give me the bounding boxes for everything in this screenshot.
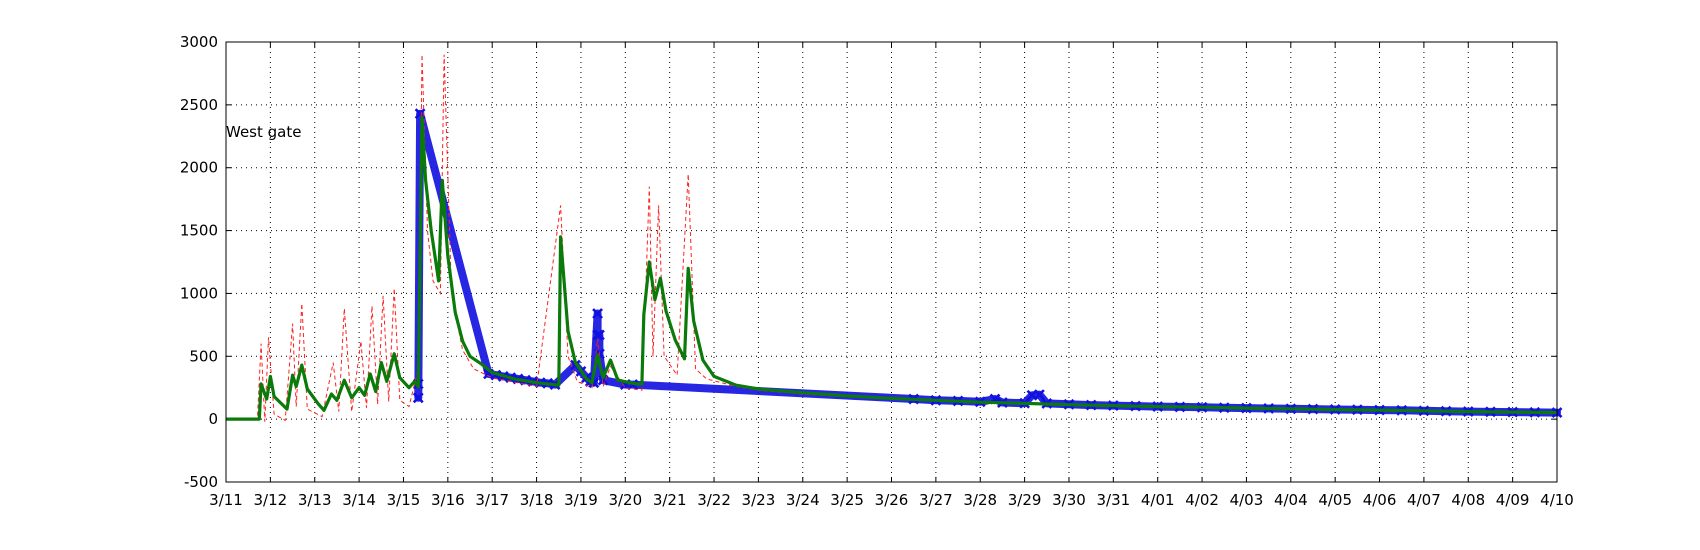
series-red-line: [226, 54, 1558, 422]
y-tick-label: 0: [208, 410, 218, 428]
x-tick-label: 3/19: [564, 491, 598, 509]
y-tick-label: 2500: [180, 96, 218, 114]
y-tick-labels: -500 0 500 1000 1500 2000 2500 3000: [180, 33, 218, 491]
x-tick-label: 3/23: [742, 491, 776, 509]
x-tick-label: 4/02: [1185, 491, 1219, 509]
y-tick-label: 1000: [180, 284, 218, 302]
x-tick-label: 4/05: [1318, 491, 1352, 509]
x-tick-labels: 3/11 3/12 3/13 3/14 3/15 3/16 3/17 3/18 3/19 3/20…: [209, 491, 1574, 509]
x-tick-label: 3/27: [919, 491, 953, 509]
x-tick-label: 3/26: [875, 491, 909, 509]
x-tick-label: 3/17: [475, 491, 509, 509]
x-tick-label: 4/07: [1407, 491, 1441, 509]
x-tick-label: 3/14: [342, 491, 376, 509]
plot-frame: [225, 41, 1558, 483]
x-tick-label: 3/28: [963, 491, 997, 509]
x-tick-label: 3/15: [387, 491, 421, 509]
y-tick-label: 1500: [180, 222, 218, 240]
x-tick-label: 4/01: [1141, 491, 1175, 509]
x-tick-label: 3/25: [830, 491, 864, 509]
x-tick-label: 4/10: [1540, 491, 1574, 509]
series-blue-band: [414, 109, 1561, 417]
y-tick-label: 2000: [180, 159, 218, 177]
x-tick-label: 3/21: [653, 491, 687, 509]
series-blue-marker: [412, 392, 424, 404]
x-tick-label: 3/18: [520, 491, 554, 509]
grid-layer: [225, 41, 1558, 483]
series-layer: [226, 54, 1563, 422]
x-tick-label: 3/29: [1008, 491, 1042, 509]
x-tick-label: 4/09: [1496, 491, 1530, 509]
chart-annotation: West gate: [226, 123, 301, 141]
x-tick-label: 3/11: [209, 491, 243, 509]
series-blue-marker: [592, 308, 603, 319]
x-tick-label: 4/04: [1274, 491, 1308, 509]
x-tick-label: 4/08: [1451, 491, 1485, 509]
x-tick-label: 3/31: [1096, 491, 1130, 509]
x-tick-label: 3/20: [608, 491, 642, 509]
x-tick-label: 3/22: [697, 491, 731, 509]
y-tick-label: 3000: [180, 33, 218, 51]
series-blue-marker: [588, 377, 600, 389]
x-tick-label: 4/03: [1230, 491, 1264, 509]
y-tick-label: 500: [189, 347, 218, 365]
x-tick-label: 3/16: [431, 491, 465, 509]
series-blue-marker: [592, 329, 603, 341]
series-green-line: [226, 115, 1558, 421]
x-tick-label: 3/24: [786, 491, 820, 509]
series-blue-marker: [1033, 389, 1045, 401]
series-blue-marker: [593, 329, 605, 341]
x-tick-label: 4/06: [1363, 491, 1397, 509]
x-tick-label: 3/30: [1052, 491, 1086, 509]
y-tick-label: -500: [184, 473, 218, 491]
x-tick-label: 3/13: [298, 491, 332, 509]
x-tick-label: 3/12: [254, 491, 288, 509]
